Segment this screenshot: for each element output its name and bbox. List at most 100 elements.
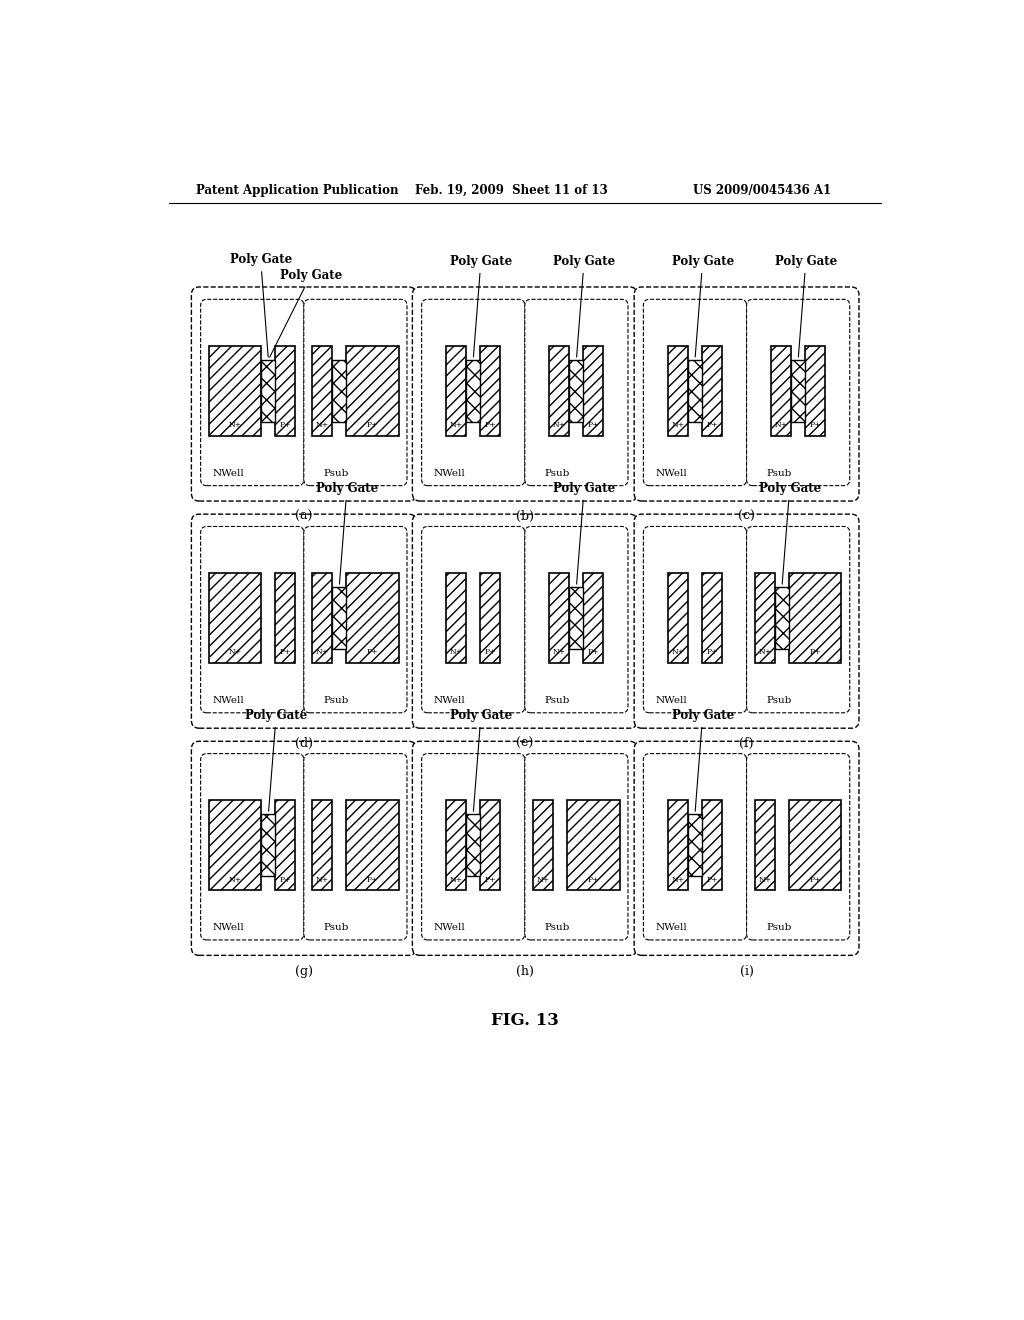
Text: Poly Gate: Poly Gate — [759, 482, 821, 585]
Bar — [569, 587, 584, 649]
Text: P+: P+ — [588, 648, 599, 656]
Bar — [446, 346, 466, 436]
Text: N+: N+ — [774, 421, 787, 429]
Text: N+: N+ — [228, 875, 242, 883]
Bar — [668, 800, 688, 890]
FancyBboxPatch shape — [422, 754, 524, 940]
FancyBboxPatch shape — [643, 527, 746, 713]
Text: P+: P+ — [367, 421, 378, 429]
Text: (e): (e) — [516, 738, 534, 751]
Bar — [312, 800, 333, 890]
Text: P+: P+ — [809, 648, 821, 656]
Text: P+: P+ — [280, 421, 291, 429]
Text: N+: N+ — [553, 648, 566, 656]
Text: P+: P+ — [484, 648, 496, 656]
Bar — [701, 346, 722, 436]
FancyBboxPatch shape — [746, 754, 850, 940]
Bar — [446, 800, 466, 890]
Text: Psub: Psub — [324, 469, 349, 478]
Bar — [346, 800, 398, 890]
Text: Psub: Psub — [324, 923, 349, 932]
Text: P+: P+ — [707, 421, 718, 429]
Text: P+: P+ — [707, 648, 718, 656]
Text: P+: P+ — [707, 875, 718, 883]
Bar — [466, 360, 480, 422]
Text: P+: P+ — [809, 875, 821, 883]
Bar — [567, 800, 620, 890]
Bar — [688, 360, 701, 422]
Text: N+: N+ — [228, 421, 242, 429]
Text: P+: P+ — [484, 875, 496, 883]
Text: (f): (f) — [739, 738, 754, 751]
Bar — [550, 346, 569, 436]
Text: Poly Gate: Poly Gate — [672, 255, 734, 356]
Text: (a): (a) — [295, 511, 312, 523]
Bar — [275, 800, 295, 890]
Text: N+: N+ — [315, 421, 329, 429]
Text: Poly Gate: Poly Gate — [245, 709, 307, 812]
Text: N+: N+ — [537, 875, 550, 883]
Text: Feb. 19, 2009  Sheet 11 of 13: Feb. 19, 2009 Sheet 11 of 13 — [416, 185, 608, 197]
FancyBboxPatch shape — [643, 300, 746, 486]
FancyBboxPatch shape — [413, 742, 637, 956]
Text: N+: N+ — [672, 875, 685, 883]
Text: P+: P+ — [484, 421, 496, 429]
Text: P+: P+ — [280, 875, 291, 883]
Text: Psub: Psub — [767, 923, 792, 932]
Text: Psub: Psub — [767, 469, 792, 478]
Text: (b): (b) — [516, 511, 534, 523]
FancyBboxPatch shape — [524, 527, 628, 713]
Text: Poly Gate: Poly Gate — [269, 268, 342, 358]
Bar — [755, 800, 775, 890]
Text: Poly Gate: Poly Gate — [450, 709, 512, 812]
FancyBboxPatch shape — [524, 754, 628, 940]
Text: N+: N+ — [672, 421, 685, 429]
FancyBboxPatch shape — [201, 300, 304, 486]
Bar — [569, 360, 584, 422]
Text: N+: N+ — [450, 648, 463, 656]
FancyBboxPatch shape — [634, 742, 859, 956]
Bar — [312, 346, 333, 436]
Text: NWell: NWell — [655, 696, 687, 705]
Text: (h): (h) — [516, 965, 534, 978]
Bar — [209, 573, 261, 663]
Text: N+: N+ — [450, 875, 463, 883]
Bar — [261, 360, 275, 422]
Bar — [333, 587, 346, 649]
Bar — [209, 346, 261, 436]
Bar — [788, 800, 842, 890]
Text: N+: N+ — [228, 648, 242, 656]
FancyBboxPatch shape — [191, 286, 416, 502]
Text: NWell: NWell — [213, 923, 245, 932]
Text: NWell: NWell — [434, 696, 466, 705]
Text: NWell: NWell — [655, 923, 687, 932]
FancyBboxPatch shape — [746, 527, 850, 713]
Bar — [550, 573, 569, 663]
FancyBboxPatch shape — [422, 300, 524, 486]
Text: Poly Gate: Poly Gate — [315, 482, 378, 585]
Bar — [788, 573, 842, 663]
Text: N+: N+ — [450, 421, 463, 429]
Text: Patent Application Publication: Patent Application Publication — [196, 185, 398, 197]
Bar — [446, 573, 466, 663]
Bar — [466, 814, 480, 876]
Text: NWell: NWell — [213, 696, 245, 705]
Text: NWell: NWell — [434, 923, 466, 932]
Text: P+: P+ — [588, 421, 599, 429]
Bar — [775, 587, 788, 649]
Text: NWell: NWell — [213, 469, 245, 478]
Text: (c): (c) — [738, 511, 755, 523]
FancyBboxPatch shape — [413, 515, 637, 729]
Bar — [346, 573, 398, 663]
Bar — [261, 814, 275, 876]
Text: Poly Gate: Poly Gate — [775, 255, 837, 356]
Bar — [688, 814, 701, 876]
Text: Psub: Psub — [545, 696, 570, 705]
Bar — [668, 346, 688, 436]
Text: Poly Gate: Poly Gate — [553, 482, 615, 585]
Bar — [480, 800, 500, 890]
Text: Psub: Psub — [324, 696, 349, 705]
Bar — [312, 573, 333, 663]
Text: N+: N+ — [759, 875, 772, 883]
Bar — [209, 800, 261, 890]
